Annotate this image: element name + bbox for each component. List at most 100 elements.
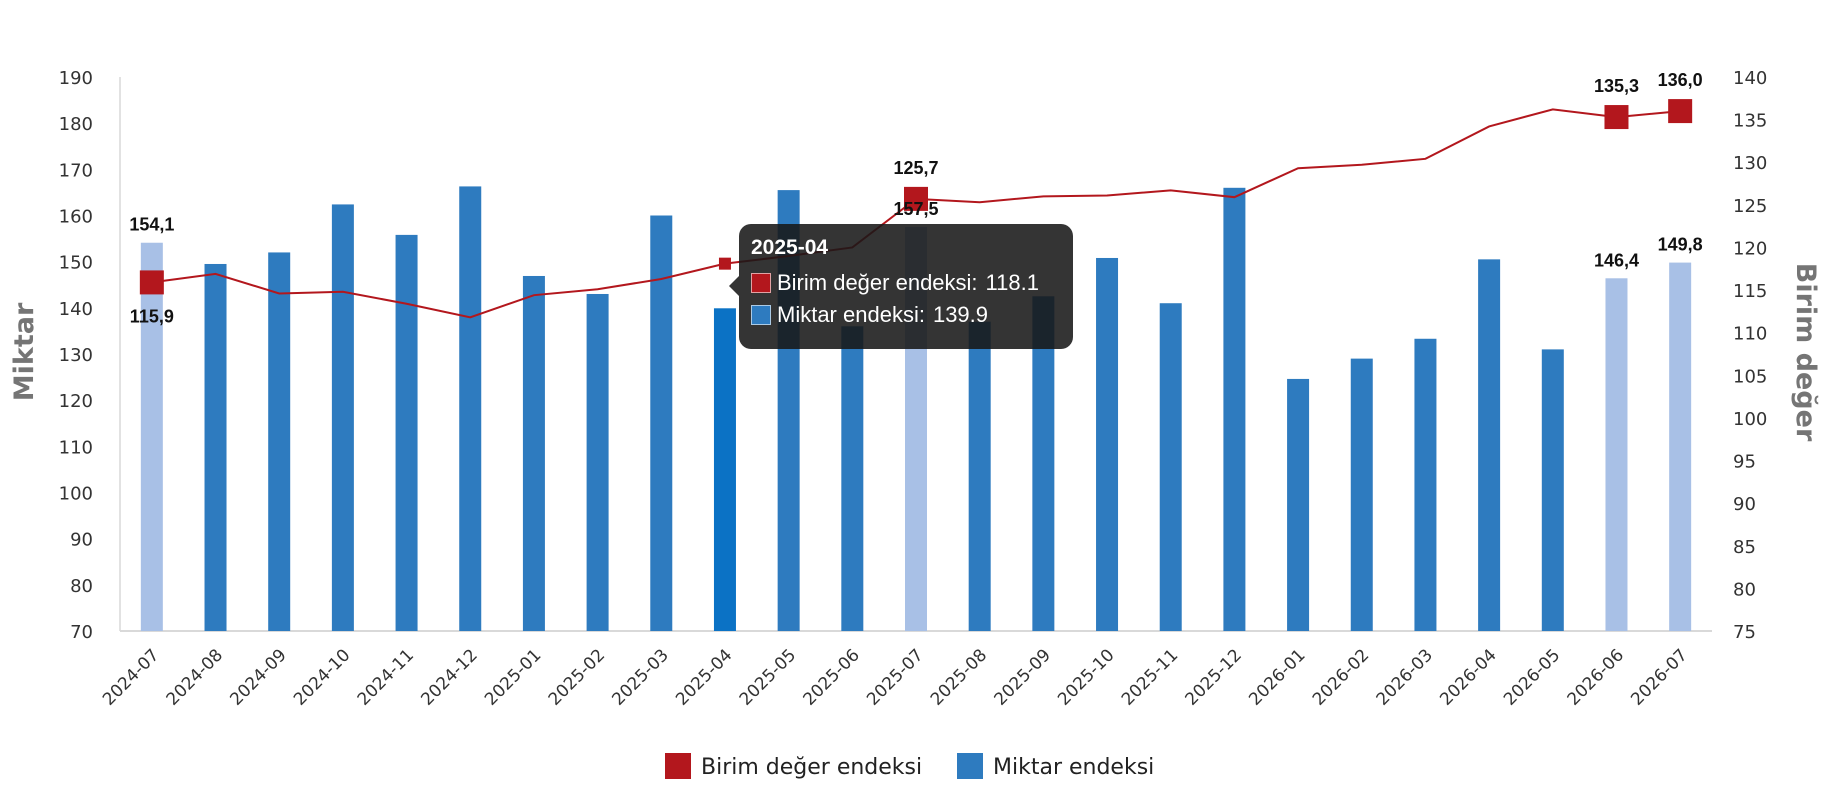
x-tick-label: 2024-10 (290, 645, 354, 709)
bar-2026-04[interactable] (1478, 259, 1501, 631)
left-tick-label: 80 (70, 576, 93, 597)
bar-2025-09[interactable] (1032, 296, 1055, 631)
tooltip-swatch-birim (751, 273, 771, 293)
x-tick-label: 2026-04 (1436, 645, 1500, 709)
right-tick-label: 135 (1733, 111, 1767, 132)
bar-2026-03[interactable] (1414, 338, 1437, 631)
tooltip-swatch-miktar (751, 305, 771, 325)
line-marker-2026-06[interactable] (1604, 105, 1629, 130)
line-marker-hover[interactable] (718, 257, 731, 270)
right-tick-label: 140 (1733, 68, 1767, 89)
line-marker-2026-07[interactable] (1668, 99, 1693, 124)
legend-swatch-birim (665, 753, 691, 779)
bar-data-label: 149,8 (1658, 235, 1703, 255)
x-tick-label: 2024-09 (226, 645, 290, 709)
bar-2025-08[interactable] (968, 321, 991, 631)
left-tick-label: 180 (59, 114, 93, 135)
right-tick-label: 90 (1733, 494, 1756, 515)
bar-2024-11[interactable] (395, 234, 418, 631)
line-data-label: 125,7 (893, 158, 938, 178)
x-tick-label: 2025-10 (1054, 645, 1118, 709)
right-axis-ticks: 140 135 130 125 120 115 110 105 100 95 90 85 80 75 (1733, 68, 1767, 643)
left-axis-title: Miktar (9, 302, 40, 401)
left-tick-label: 160 (59, 207, 93, 228)
bar-2026-06[interactable] (1605, 278, 1628, 631)
left-tick-label: 110 (59, 437, 93, 458)
right-tick-label: 120 (1733, 238, 1767, 259)
legend-label-miktar[interactable]: Miktar endeksi (993, 755, 1154, 780)
right-axis-title: Birim değer (1790, 263, 1821, 442)
left-tick-label: 150 (59, 253, 93, 274)
bar-2025-06[interactable] (841, 326, 864, 631)
x-tick-label: 2026-03 (1373, 645, 1437, 709)
tooltip-value-birim: 118.1 (985, 270, 1039, 295)
bar-2025-11[interactable] (1159, 303, 1182, 631)
bar-2024-10[interactable] (331, 204, 354, 632)
bar-2024-08[interactable] (204, 263, 227, 631)
x-tick-label: 2024-08 (163, 645, 227, 709)
x-tick-label: 2026-01 (1245, 645, 1309, 709)
right-tick-label: 85 (1733, 537, 1756, 558)
x-tick-label: 2026-07 (1627, 645, 1691, 709)
x-tick-label: 2025-02 (545, 645, 609, 709)
tooltip-label-birim: Birim değer endeksi: (777, 270, 978, 295)
bar-data-label: 146,4 (1594, 250, 1639, 270)
x-tick-label: 2024-07 (99, 645, 163, 709)
line-series-birim (139, 99, 1693, 319)
bar-2025-04[interactable] (713, 308, 736, 631)
legend-label-birim[interactable]: Birim değer endeksi (701, 755, 922, 780)
left-tick-label: 190 (59, 68, 93, 89)
bar-2025-01[interactable] (522, 275, 545, 631)
tooltip-label-miktar: Miktar endeksi: (777, 302, 925, 327)
line-data-label: 115,9 (130, 306, 174, 326)
left-tick-label: 70 (70, 622, 93, 643)
x-tick-label: 2024-11 (354, 645, 418, 709)
line-marker-2024-07[interactable] (139, 270, 164, 295)
right-tick-label: 115 (1733, 281, 1767, 302)
legend-swatch-miktar (957, 753, 983, 779)
left-tick-label: 90 (70, 530, 93, 551)
x-tick-label: 2025-07 (863, 645, 927, 709)
x-tick-label: 2025-03 (608, 645, 672, 709)
bar-2025-03[interactable] (650, 215, 673, 632)
line-marker-2025-07[interactable] (904, 186, 928, 211)
x-tick-label: 2026-05 (1500, 645, 1564, 709)
x-tick-label: 2024-12 (417, 645, 481, 709)
bar-data-label: 154,1 (129, 215, 174, 235)
right-tick-label: 105 (1733, 366, 1767, 387)
right-tick-label: 110 (1733, 324, 1767, 345)
right-tick-label: 75 (1733, 622, 1756, 643)
tooltip-value-miktar: 139.9 (932, 302, 989, 327)
legend[interactable]: Birim değer endeksi Miktar endeksi (665, 753, 1154, 780)
bar-2024-07[interactable] (140, 242, 163, 631)
left-tick-label: 130 (59, 345, 93, 366)
left-tick-label: 140 (59, 299, 93, 320)
tooltip-row-birim: Birim değer endeksi: 118.1 (751, 270, 1061, 296)
left-tick-label: 170 (59, 160, 93, 181)
x-tick-label: 2026-02 (1309, 645, 1373, 709)
bar-2025-12[interactable] (1223, 187, 1246, 632)
left-tick-label: 120 (59, 391, 93, 412)
bar-2025-10[interactable] (1096, 257, 1119, 631)
x-tick-label: 2025-08 (927, 645, 991, 709)
bar-2026-02[interactable] (1350, 358, 1373, 631)
bar-2024-09[interactable] (268, 252, 291, 631)
x-tick-label: 2025-11 (1118, 645, 1182, 709)
x-tick-label: 2025-12 (1182, 645, 1246, 709)
bar-2026-07[interactable] (1669, 262, 1692, 631)
line-data-label: 136,0 (1658, 70, 1703, 90)
right-tick-label: 100 (1733, 409, 1767, 430)
x-tick-label: 2025-04 (672, 645, 736, 709)
left-axis-ticks: 190 180 170 160 150 140 130 120 110 100 90 80 70 (59, 68, 93, 643)
x-axis-ticks: 2024-07 2024-08 2024-09 2024-10 2024-11 2024-… (99, 645, 1692, 709)
bar-2025-02[interactable] (586, 293, 609, 631)
left-tick-label: 100 (59, 484, 93, 505)
bar-data-label: 157,5 (893, 199, 938, 219)
right-tick-label: 125 (1733, 196, 1767, 217)
bar-2026-05[interactable] (1541, 349, 1564, 631)
bar-2024-12[interactable] (459, 186, 482, 632)
bar-2026-01[interactable] (1287, 378, 1310, 631)
right-tick-label: 80 (1733, 579, 1756, 600)
